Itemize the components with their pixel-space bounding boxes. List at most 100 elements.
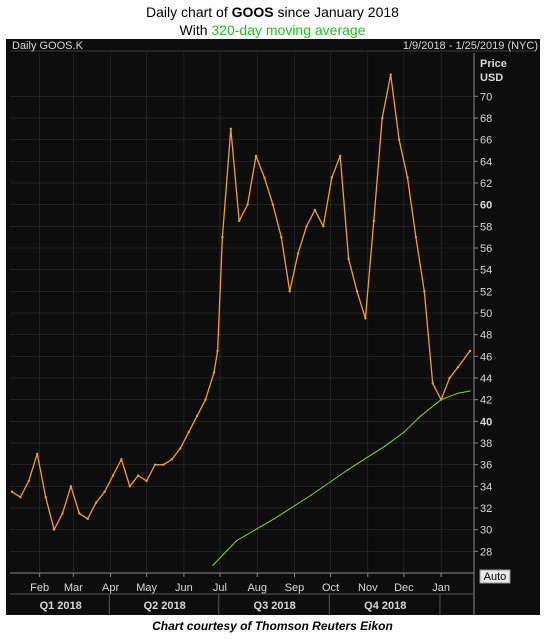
price-point xyxy=(61,512,64,515)
y-tick-label: 68 xyxy=(480,113,492,125)
price-point xyxy=(10,490,14,493)
moving-average-point xyxy=(403,431,405,433)
price-point xyxy=(204,398,207,401)
y-tick-label: 58 xyxy=(480,221,492,233)
y-tick-label: 64 xyxy=(480,156,492,168)
price-point xyxy=(103,490,106,493)
price-point xyxy=(69,485,73,488)
price-point xyxy=(406,176,409,179)
price-point xyxy=(27,479,31,483)
moving-average-point xyxy=(346,469,348,471)
x-tick-label: Nov xyxy=(358,582,378,594)
price-point xyxy=(246,203,249,206)
price-point xyxy=(347,257,350,261)
price-point xyxy=(162,463,165,466)
price-point xyxy=(456,365,460,369)
y-tick-label: 36 xyxy=(480,460,492,472)
chart-subtitle: With 320-day moving average xyxy=(179,22,366,38)
price-point xyxy=(94,501,98,504)
price-point xyxy=(271,203,275,206)
quarter-label: Q2 2018 xyxy=(144,600,186,612)
x-tick-label: Jan xyxy=(432,582,450,594)
quarter-label: Q4 2018 xyxy=(364,600,406,612)
auto-button[interactable]: Auto xyxy=(479,569,511,584)
y-tick-label: 54 xyxy=(480,265,492,277)
price-point xyxy=(254,154,258,158)
x-tick-label: Dec xyxy=(394,582,414,594)
price-point xyxy=(263,176,266,179)
y-tick-label: 28 xyxy=(480,546,492,558)
x-tick-label: Apr xyxy=(102,582,119,594)
date-range-label: 1/9/2018 - 1/25/2019 (NYC) xyxy=(403,40,538,52)
price-point xyxy=(52,528,56,531)
axis-title-price: Price xyxy=(480,58,507,70)
x-tick-label: Feb xyxy=(30,582,49,594)
x-tick-label: Aug xyxy=(247,582,267,594)
price-point xyxy=(111,474,115,477)
price-point xyxy=(381,116,384,120)
y-tick-label: 60 xyxy=(480,200,492,212)
x-tick-label: Jun xyxy=(175,582,193,594)
price-point xyxy=(414,235,418,239)
price-point xyxy=(153,463,157,466)
chart-title: Daily chart of GOOS since January 2018 xyxy=(146,4,399,20)
moving-average-point xyxy=(273,518,275,520)
x-tick-label: Oct xyxy=(322,582,339,594)
chart-panel: Daily GOOS.K 1/9/2018 - 1/25/2019 (NYC) … xyxy=(6,39,540,615)
price-point xyxy=(179,447,182,450)
price-point xyxy=(187,430,190,434)
price-point xyxy=(296,252,300,255)
y-tick-label: 70 xyxy=(480,91,492,103)
price-point xyxy=(338,154,342,158)
price-point xyxy=(280,235,283,239)
y-tick-label: 44 xyxy=(480,373,492,385)
quarter-label: Q3 2018 xyxy=(254,600,296,612)
price-point xyxy=(19,495,22,499)
moving-average-point xyxy=(212,564,214,567)
price-point xyxy=(397,138,401,141)
price-point xyxy=(212,371,216,374)
x-axis: Feb Mar Apr May Jun Jul Aug Sep Oct Nov Dec Jan Q1 2… xyxy=(30,573,450,615)
price-point xyxy=(468,349,472,353)
moving-average-point xyxy=(457,392,459,394)
y-tick-label: 42 xyxy=(480,395,492,407)
price-point xyxy=(137,474,140,477)
y-tick-label: 38 xyxy=(480,438,492,450)
price-point xyxy=(145,479,148,483)
y-tick-label: 66 xyxy=(480,135,492,147)
price-point xyxy=(229,127,232,131)
y-tick-label: 30 xyxy=(480,525,492,537)
price-chart: Daily GOOS.K 1/9/2018 - 1/25/2019 (NYC) … xyxy=(6,39,540,615)
price-point xyxy=(120,458,123,461)
price-point xyxy=(44,495,47,499)
y-tick-label: 34 xyxy=(480,481,492,493)
chart-background xyxy=(6,39,540,615)
price-point xyxy=(221,235,224,239)
price-point xyxy=(170,458,174,461)
x-tick-label: Sep xyxy=(285,582,305,594)
chart-credit: Chart courtesy of Thomson Reuters Eikon xyxy=(152,619,393,633)
price-point xyxy=(36,452,39,456)
moving-average-point xyxy=(384,445,386,447)
moving-average-point xyxy=(469,390,471,392)
series-layer xyxy=(10,73,472,567)
price-point xyxy=(372,219,376,223)
grid xyxy=(10,53,475,615)
price-point xyxy=(128,485,132,488)
price-point xyxy=(322,225,325,228)
auto-button-label[interactable]: Auto xyxy=(484,571,507,583)
x-tick-label: May xyxy=(136,582,157,594)
price-point xyxy=(78,512,81,515)
price-point xyxy=(389,73,392,76)
price-line xyxy=(11,74,471,531)
price-point xyxy=(288,290,291,293)
axis-title-usd: USD xyxy=(480,72,503,84)
y-axis: 28 30 32 34 36 38 40 42 44 46 48 50 52 54 56 58 60 62 64 66… xyxy=(474,91,492,558)
moving-average-point xyxy=(310,494,312,496)
price-point xyxy=(364,317,367,320)
moving-average-point xyxy=(236,539,238,542)
moving-average-point xyxy=(440,399,442,401)
y-tick-label: 52 xyxy=(480,286,492,298)
price-point xyxy=(448,376,451,380)
price-point xyxy=(195,414,199,418)
